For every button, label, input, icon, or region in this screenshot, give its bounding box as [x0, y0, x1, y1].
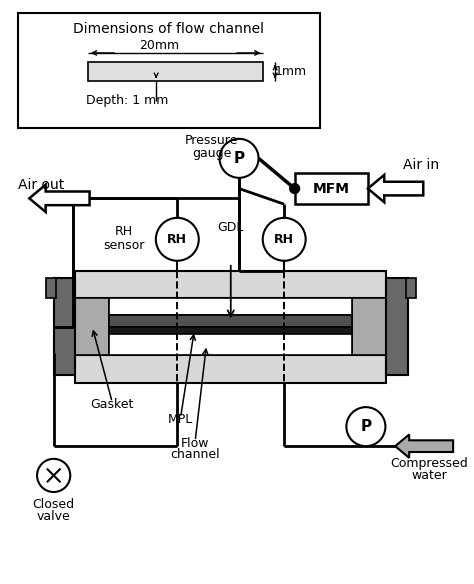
Bar	[46, 279, 55, 298]
Text: Depth: 1 mm: Depth: 1 mm	[86, 94, 168, 107]
Text: GDL: GDL	[218, 221, 244, 234]
Text: gauge: gauge	[192, 147, 231, 160]
Circle shape	[156, 218, 199, 261]
Text: Air out: Air out	[18, 178, 64, 192]
Text: P: P	[234, 151, 245, 166]
Text: Air in: Air in	[403, 158, 439, 172]
Circle shape	[290, 184, 300, 193]
Text: 1mm: 1mm	[275, 65, 307, 78]
Text: RH: RH	[274, 233, 294, 246]
Bar	[18, 13, 320, 128]
Bar	[386, 279, 408, 375]
Text: Compressed: Compressed	[391, 457, 468, 470]
Polygon shape	[29, 185, 90, 212]
Bar	[109, 334, 352, 356]
Bar	[295, 173, 368, 204]
Text: water: water	[411, 469, 447, 482]
Text: 20mm: 20mm	[139, 39, 179, 51]
Polygon shape	[368, 175, 423, 202]
Circle shape	[346, 407, 385, 446]
Text: MFM: MFM	[313, 182, 350, 196]
Bar	[406, 279, 416, 298]
Text: RH: RH	[115, 225, 133, 238]
Text: sensor: sensor	[103, 239, 144, 252]
Text: P: P	[360, 419, 372, 434]
Bar	[109, 298, 352, 315]
Bar	[75, 270, 386, 298]
Bar	[75, 356, 386, 383]
Bar	[109, 315, 352, 327]
Circle shape	[219, 139, 258, 178]
Bar	[88, 62, 264, 81]
Text: valve: valve	[37, 510, 71, 523]
Text: Gasket: Gasket	[91, 398, 134, 411]
Text: channel: channel	[170, 449, 220, 461]
Text: Flow: Flow	[181, 437, 210, 450]
Bar	[75, 298, 109, 356]
Polygon shape	[395, 434, 453, 458]
Bar	[54, 279, 75, 375]
Text: RH: RH	[167, 233, 187, 246]
Bar	[352, 298, 386, 356]
Text: Closed: Closed	[33, 498, 75, 511]
Circle shape	[37, 459, 70, 492]
Text: Dimensions of flow channel: Dimensions of flow channel	[73, 22, 264, 36]
Bar	[109, 327, 352, 334]
Text: MPL: MPL	[168, 413, 193, 426]
Circle shape	[263, 218, 306, 261]
Text: Pressure: Pressure	[185, 134, 238, 147]
